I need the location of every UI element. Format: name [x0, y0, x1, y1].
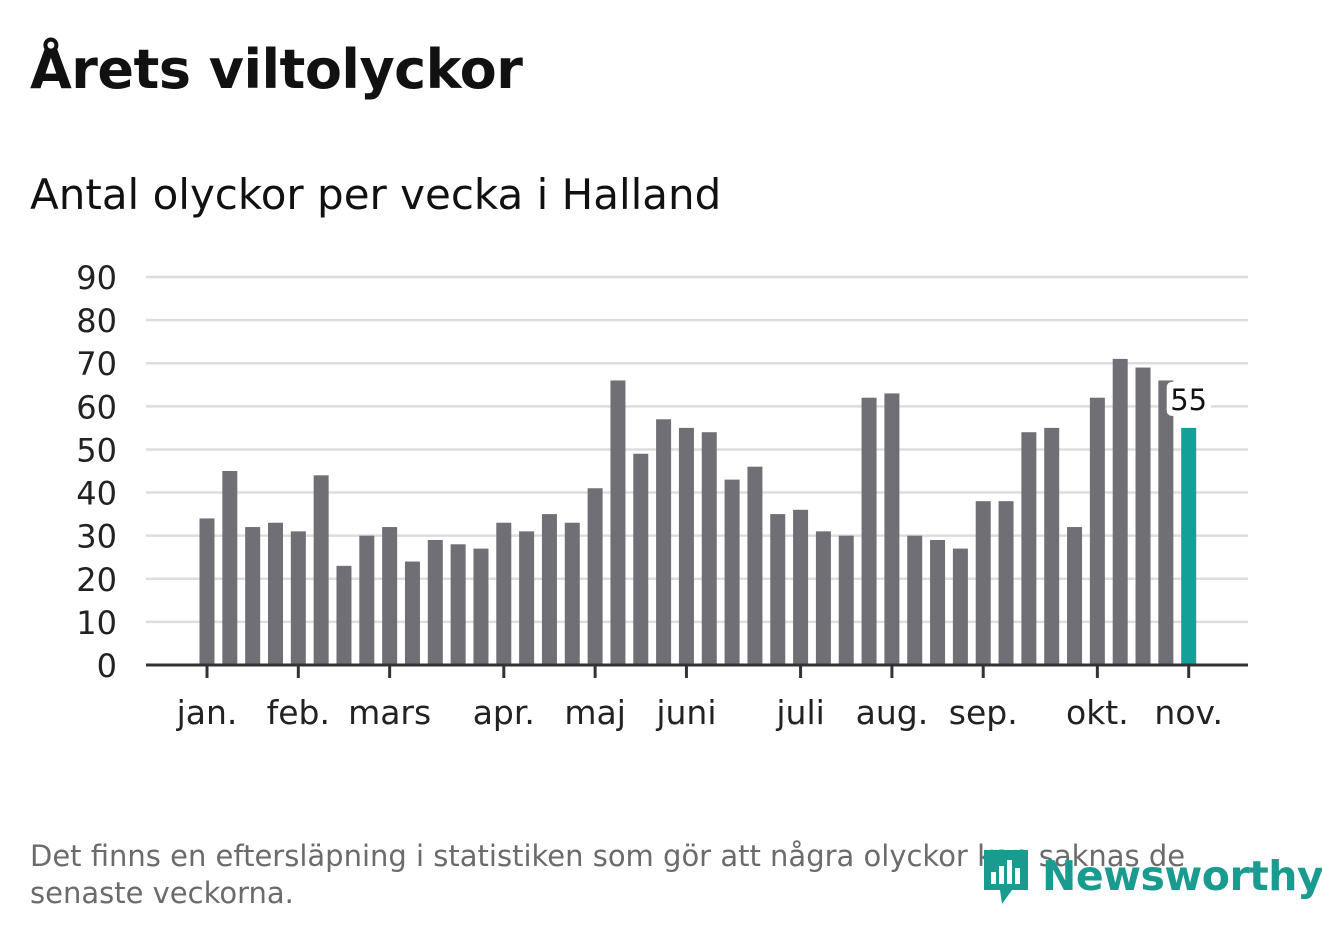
bar — [838, 535, 854, 665]
bar — [1089, 397, 1105, 665]
bar — [701, 432, 717, 665]
y-tick-label: 50 — [76, 431, 117, 469]
y-tick-label: 40 — [76, 475, 117, 513]
x-tick-label: mars — [348, 693, 431, 732]
bar — [541, 514, 557, 665]
bar — [861, 397, 877, 665]
bar — [1044, 427, 1060, 665]
y-tick-label: 30 — [76, 518, 117, 556]
bar — [199, 518, 215, 665]
y-tick-label: 60 — [76, 388, 117, 426]
bar — [359, 535, 375, 665]
bar — [930, 539, 946, 665]
bar — [404, 561, 420, 665]
x-tick-label: aug. — [856, 693, 929, 732]
bar — [290, 531, 306, 665]
data-label: 55 — [1170, 383, 1207, 417]
x-tick-label: nov. — [1154, 693, 1223, 732]
x-tick-label: okt. — [1066, 693, 1129, 732]
bar — [564, 522, 580, 665]
bar — [884, 393, 900, 665]
logo-text: Newsworthy — [1042, 852, 1322, 900]
bar — [907, 535, 923, 665]
bar — [747, 466, 763, 665]
bar — [952, 548, 968, 665]
x-tick-label: sep. — [949, 693, 1018, 732]
bar — [610, 380, 626, 665]
bar — [427, 539, 443, 665]
bar — [496, 522, 512, 665]
bar — [222, 471, 238, 665]
bar — [998, 501, 1014, 665]
x-tick-label: juni — [655, 693, 716, 732]
bar — [382, 527, 398, 665]
y-tick-label: 80 — [76, 302, 117, 340]
newsworthy-logo-icon — [984, 850, 1028, 904]
bar — [815, 531, 831, 665]
y-tick-label: 0 — [97, 647, 117, 685]
y-tick-label: 90 — [76, 259, 117, 297]
chart-subtitle: Antal olyckor per vecka i Halland — [30, 170, 722, 219]
bar — [1067, 527, 1083, 665]
bar — [793, 509, 809, 665]
bar — [724, 479, 740, 665]
bar — [587, 488, 603, 665]
y-tick-label: 20 — [76, 561, 117, 599]
bar — [770, 514, 786, 665]
bar — [473, 548, 489, 665]
x-tick-label: apr. — [473, 693, 535, 732]
bar — [633, 453, 649, 665]
newsworthy-logo: Newsworthy — [980, 846, 1322, 906]
bar — [1158, 380, 1174, 665]
bar — [245, 527, 261, 665]
y-tick-label: 10 — [76, 604, 117, 642]
bar — [656, 419, 672, 665]
bar — [1112, 358, 1128, 665]
x-tick-label: maj — [564, 693, 626, 732]
y-tick-label: 70 — [76, 345, 117, 383]
bar — [450, 544, 466, 665]
bar — [975, 501, 991, 665]
x-tick-label: jan. — [176, 693, 238, 732]
bar — [313, 475, 329, 665]
bar — [519, 531, 535, 665]
bar — [1021, 432, 1037, 665]
bar — [336, 565, 352, 665]
x-tick-label: juli — [775, 693, 824, 732]
bar — [678, 427, 694, 665]
chart-title: Årets viltolyckor — [30, 38, 523, 101]
bar — [1181, 427, 1197, 665]
annotation-background — [1166, 381, 1211, 416]
bar — [267, 522, 283, 665]
x-tick-label: feb. — [267, 693, 330, 732]
bar — [1135, 367, 1151, 665]
